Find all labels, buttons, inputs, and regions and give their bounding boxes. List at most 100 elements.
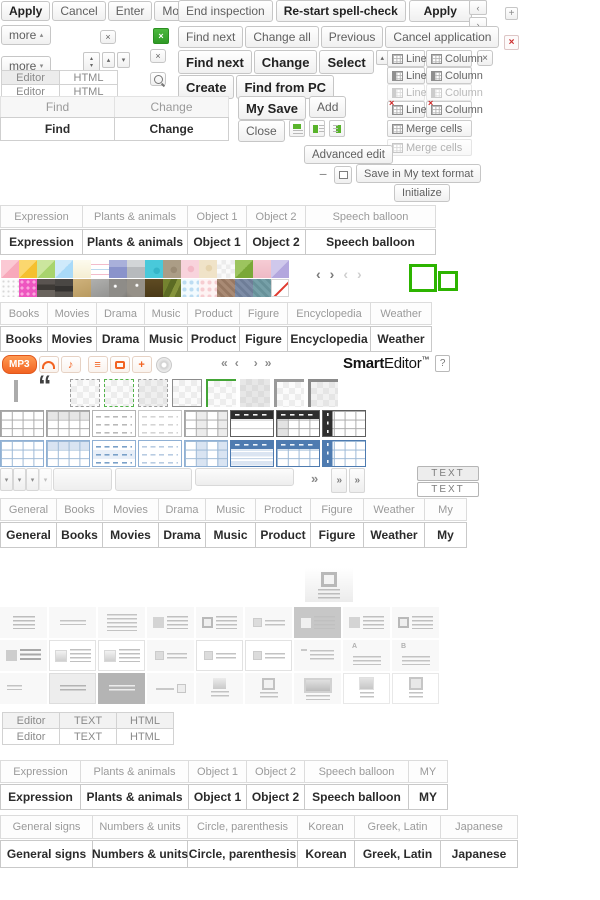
change-button[interactable]: Change [253,50,318,74]
delete-red-x-button[interactable]: × [504,35,519,50]
palette-swatch[interactable] [199,279,217,297]
table-style-swatch[interactable] [92,440,136,467]
tab[interactable]: Drama [159,498,206,521]
layout-thumb[interactable] [147,673,194,704]
tab[interactable]: Figure [240,326,288,352]
palette-swatch[interactable] [73,279,91,297]
tab[interactable]: Books [57,498,103,521]
layout-thumb[interactable] [196,640,243,671]
palette-swatch[interactable] [271,260,289,278]
more-collapse-button[interactable]: more ▴ [1,25,52,45]
green-frame-large[interactable] [409,264,437,292]
palette-swatch[interactable] [55,260,73,278]
tab[interactable]: Plants & animals [83,205,188,228]
tab[interactable]: Japanese [441,840,518,868]
mode-tab[interactable]: TEXT [59,728,117,745]
table-style-swatch[interactable] [0,440,44,467]
tab[interactable]: Numbers & units [93,815,188,839]
insert-line-button[interactable]: Line [387,84,427,101]
layout-thumb[interactable] [294,640,341,671]
border-style-swatch[interactable] [138,379,168,407]
column-header[interactable]: Find [0,96,115,118]
tab[interactable]: Japanese [441,815,518,839]
mode-tab[interactable]: Editor [2,712,60,729]
layout-thumb[interactable] [245,673,292,704]
close-button[interactable]: × [477,50,493,66]
tab[interactable]: Books [0,302,48,325]
tab[interactable]: Plants & animals [81,784,189,810]
music-note-icon[interactable]: ♪ [60,356,81,373]
tab[interactable]: Music [206,498,256,521]
tab[interactable]: General signs [0,840,93,868]
tv-icon[interactable] [109,356,130,373]
palette-swatch[interactable] [163,260,181,278]
tab[interactable]: Expression [0,205,83,228]
tab[interactable]: Speech balloon [305,784,409,810]
insert-column-button[interactable]: × Column [426,99,483,118]
tab[interactable]: Object 2 [247,205,306,228]
border-style-swatch[interactable] [240,379,270,407]
tab[interactable]: Object 2 [247,760,305,783]
tab[interactable]: Drama [159,522,206,548]
palette-swatch[interactable] [109,260,127,278]
tab[interactable]: Music [145,302,188,325]
end-inspection-button[interactable]: End inspection [178,0,273,22]
palette-swatch[interactable] [181,260,199,278]
expand-more-button[interactable]: » [331,468,348,493]
plus-button[interactable]: + [505,7,518,20]
border-style-swatch[interactable] [274,379,304,407]
table-style-swatch[interactable] [322,410,366,437]
table-style-swatch[interactable] [138,410,182,437]
prev-page-icon[interactable]: ‹ [234,356,239,370]
mode-tab[interactable]: Editor [2,728,60,745]
tab[interactable]: MY [409,760,448,783]
tab[interactable]: Movies [48,326,97,352]
table-style-swatch[interactable] [322,440,366,467]
tab[interactable]: General [0,498,57,521]
dropdown-arrow-button[interactable]: ▾ [0,468,13,491]
cancel-application-button[interactable]: Cancel application [385,26,500,48]
mp3-button[interactable]: MP3 [2,355,37,374]
palette-swatch[interactable] [271,279,289,297]
tab[interactable]: Plants & animals [81,760,189,783]
table-style-swatch[interactable] [230,440,274,467]
tab[interactable]: Speech balloon [305,760,409,783]
column-header-bold[interactable]: Find [0,117,115,141]
initialize-button[interactable]: Initialize [394,184,450,202]
table-style-swatch[interactable] [46,440,90,467]
scrollbar-track[interactable] [195,468,294,486]
tab[interactable]: Product [256,522,311,548]
layout-thumb[interactable] [49,673,96,704]
palette-swatch[interactable] [19,260,37,278]
align-top-icon[interactable] [288,120,305,137]
tab[interactable]: Expression [0,229,83,255]
insert-line-button[interactable]: Line [387,67,427,84]
my-save-button[interactable]: My Save [238,96,307,120]
border-style-swatch[interactable] [308,379,338,407]
next-icon[interactable]: › [329,266,335,282]
next-page-icon[interactable]: › [253,356,258,370]
tab[interactable]: MY [409,784,448,810]
palette-swatch[interactable] [181,279,199,297]
table-style-swatch[interactable] [184,410,228,437]
enter-button[interactable]: Enter [107,1,153,21]
palette-swatch[interactable] [37,279,55,297]
tab[interactable]: Drama [97,302,145,325]
close-small-button-2[interactable]: × [150,49,166,63]
apply-button-2[interactable]: Apply [408,0,472,22]
tab[interactable]: Movies [48,302,97,325]
table-style-swatch[interactable] [0,410,44,437]
table-style-swatch[interactable] [184,440,228,467]
tab[interactable]: Music [206,522,256,548]
tab[interactable]: Speech balloon [306,229,436,255]
change-all-button[interactable]: Change all [245,26,319,48]
layout-thumb[interactable]: A [343,640,390,671]
tab[interactable]: Plants & animals [83,229,188,255]
palette-swatch[interactable] [145,279,163,297]
layout-thumb[interactable] [0,673,47,704]
tab[interactable]: Object 1 [188,205,247,228]
dropdown-arrow-button[interactable]: ▾ [13,468,26,491]
palette-swatch[interactable] [55,279,73,297]
select-button[interactable]: Select [319,50,374,74]
palette-swatch[interactable] [253,279,271,297]
